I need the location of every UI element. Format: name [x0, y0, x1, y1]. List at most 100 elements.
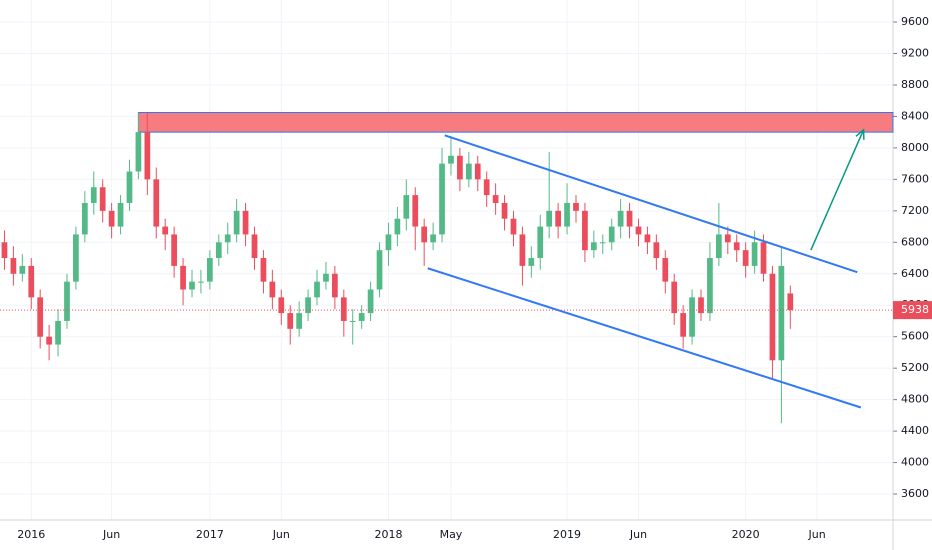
y-tick-label: 8000 — [901, 141, 929, 154]
candle-body — [367, 289, 374, 314]
candle-body — [180, 265, 186, 290]
y-tick-label: 9600 — [901, 15, 929, 28]
candle-body — [564, 202, 570, 227]
candle-body — [296, 313, 303, 329]
candle-body — [278, 297, 285, 314]
candle-body — [439, 163, 445, 235]
candle-body — [474, 163, 481, 180]
candle-body — [215, 242, 222, 259]
candle-body — [224, 234, 231, 243]
candle-body — [421, 226, 428, 243]
candle-body — [519, 234, 526, 266]
y-tick-label: 6400 — [901, 267, 929, 280]
candle-body — [198, 281, 204, 283]
candle-body — [314, 281, 320, 298]
candle-body — [689, 297, 695, 337]
candle-body — [608, 226, 615, 243]
candle-body — [19, 265, 26, 274]
candle-body — [332, 273, 338, 298]
y-tick-label: 5200 — [901, 361, 929, 374]
y-tick-label: 7200 — [901, 204, 929, 217]
candle-body — [537, 226, 544, 259]
candle-body — [501, 202, 508, 219]
y-tick-label: 5600 — [901, 330, 929, 343]
candle-body — [707, 258, 713, 314]
candle-body — [64, 281, 70, 321]
candle-body — [269, 281, 276, 298]
x-tick-label: 2020 — [732, 528, 760, 541]
candle-body — [412, 195, 419, 227]
x-tick-label: 2018 — [374, 528, 402, 541]
y-tick-label: 3600 — [901, 487, 929, 500]
candle-body — [582, 210, 588, 251]
candle-body — [171, 234, 177, 266]
candle-body — [599, 242, 606, 244]
candle-body — [662, 258, 669, 282]
y-tick-label: 4400 — [901, 424, 929, 437]
candle-body — [510, 218, 517, 235]
candle-body — [716, 234, 722, 259]
y-tick-label: 4800 — [901, 393, 929, 406]
candle-body — [733, 242, 740, 251]
candle-body — [28, 265, 35, 298]
candle-body — [340, 297, 347, 321]
candle-body — [635, 226, 642, 235]
candle-body — [162, 226, 169, 235]
candle-body — [385, 234, 392, 251]
candle-body — [698, 297, 704, 314]
x-tick-label: Jun — [808, 528, 826, 541]
candle-body — [323, 273, 329, 282]
candle-body — [189, 281, 195, 290]
candle-body — [590, 242, 597, 251]
y-tick-label: 6800 — [901, 235, 929, 248]
candle-body — [653, 242, 660, 259]
candle-body — [99, 187, 106, 211]
candle-body — [287, 313, 294, 329]
projection-arrow — [810, 129, 865, 251]
candle-body — [10, 258, 17, 274]
candle-body — [242, 210, 249, 235]
candle-body — [349, 320, 356, 322]
last-price-box — [893, 301, 932, 320]
candle-body — [403, 195, 410, 219]
arrow-head — [855, 128, 865, 140]
trendline — [427, 267, 862, 409]
x-tick-label: May — [440, 528, 463, 541]
candle-body — [448, 155, 454, 164]
candle-body — [135, 132, 142, 172]
candle-body — [55, 320, 61, 345]
y-tick-label: 8400 — [901, 109, 929, 122]
candle-body — [573, 202, 579, 211]
x-tick-label: 2017 — [196, 528, 224, 541]
candle-body — [37, 297, 44, 337]
candle-body — [465, 163, 472, 180]
candle-body — [376, 250, 383, 290]
candle-body — [126, 171, 133, 203]
candle-body — [492, 195, 499, 203]
candle-body — [1, 242, 8, 259]
y-tick-label: 9200 — [901, 46, 929, 59]
candle-body — [617, 210, 624, 227]
candle-body — [153, 179, 160, 227]
candle-body — [46, 336, 52, 345]
candle-body — [90, 187, 97, 203]
candle-body — [233, 210, 240, 235]
candle-body — [528, 258, 535, 266]
candle-body — [251, 234, 258, 259]
candle-body — [358, 313, 365, 321]
trendline — [444, 134, 858, 274]
y-tick-label: 8800 — [901, 78, 929, 91]
candle-body — [73, 234, 79, 282]
candle-body — [724, 234, 731, 243]
last-price-label: 5938 — [901, 303, 929, 316]
candle-body — [117, 202, 124, 227]
y-tick-label: 4000 — [901, 456, 929, 469]
candle-body — [305, 297, 311, 314]
x-tick-label: Jun — [272, 528, 290, 541]
candle-body — [778, 265, 785, 361]
candle-body — [483, 179, 490, 196]
y-tick-label: 7600 — [901, 172, 929, 185]
candle-body — [394, 218, 401, 235]
candle-body — [644, 234, 651, 243]
